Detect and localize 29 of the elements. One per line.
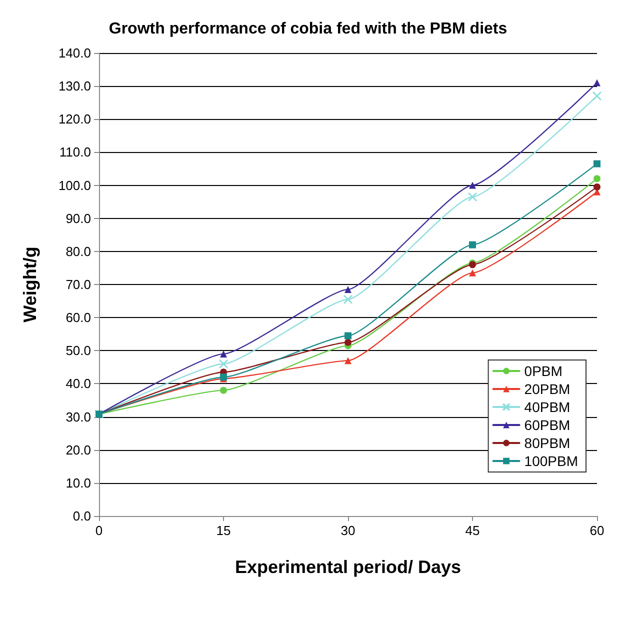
x-tick-label: 15: [216, 523, 231, 538]
chart-title: Growth performance of cobia fed with the PBM diets: [108, 20, 508, 38]
y-tick-label: 20.0: [66, 442, 91, 458]
y-tick-label: 50.0: [66, 343, 91, 358]
legend-label: 0PBM: [524, 363, 562, 379]
legend-label: 40PBM: [524, 399, 570, 415]
y-tick-label: 10.0: [66, 475, 91, 490]
legend-label: 60PBM: [524, 417, 570, 433]
y-tick-label: 140.0: [58, 46, 91, 60]
x-tick-label: 0: [95, 523, 103, 538]
y-tick-label: 30.0: [66, 409, 91, 424]
x-tick-label: 45: [465, 523, 480, 538]
y-tick-label: 70.0: [66, 277, 91, 292]
y-tick-label: 0.0: [72, 508, 91, 524]
y-tick-label: 80.0: [66, 244, 91, 259]
y-tick-label: 100.0: [58, 178, 91, 193]
legend-label: 100PBM: [524, 453, 578, 469]
x-axis-title: Experimental period/ Days: [234, 557, 462, 577]
legend-label: 80PBM: [524, 435, 570, 451]
y-tick-label: 130.0: [58, 78, 91, 94]
y-tick-label: 90.0: [66, 210, 91, 226]
y-tick-label: 60.0: [66, 310, 91, 326]
y-tick-label: 120.0: [58, 112, 91, 127]
y-tick-label: 110.0: [59, 144, 91, 160]
legend-label: 20PBM: [524, 381, 570, 397]
y-axis-title: Weight/g: [20, 246, 40, 322]
x-tick-label: 60: [590, 523, 604, 538]
y-tick-label: 40.0: [66, 376, 91, 392]
x-tick-label: 30: [340, 523, 356, 538]
